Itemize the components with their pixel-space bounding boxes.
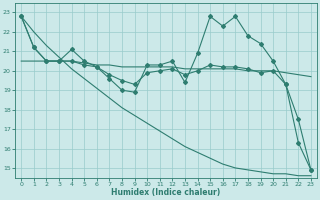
X-axis label: Humidex (Indice chaleur): Humidex (Indice chaleur): [111, 188, 221, 197]
